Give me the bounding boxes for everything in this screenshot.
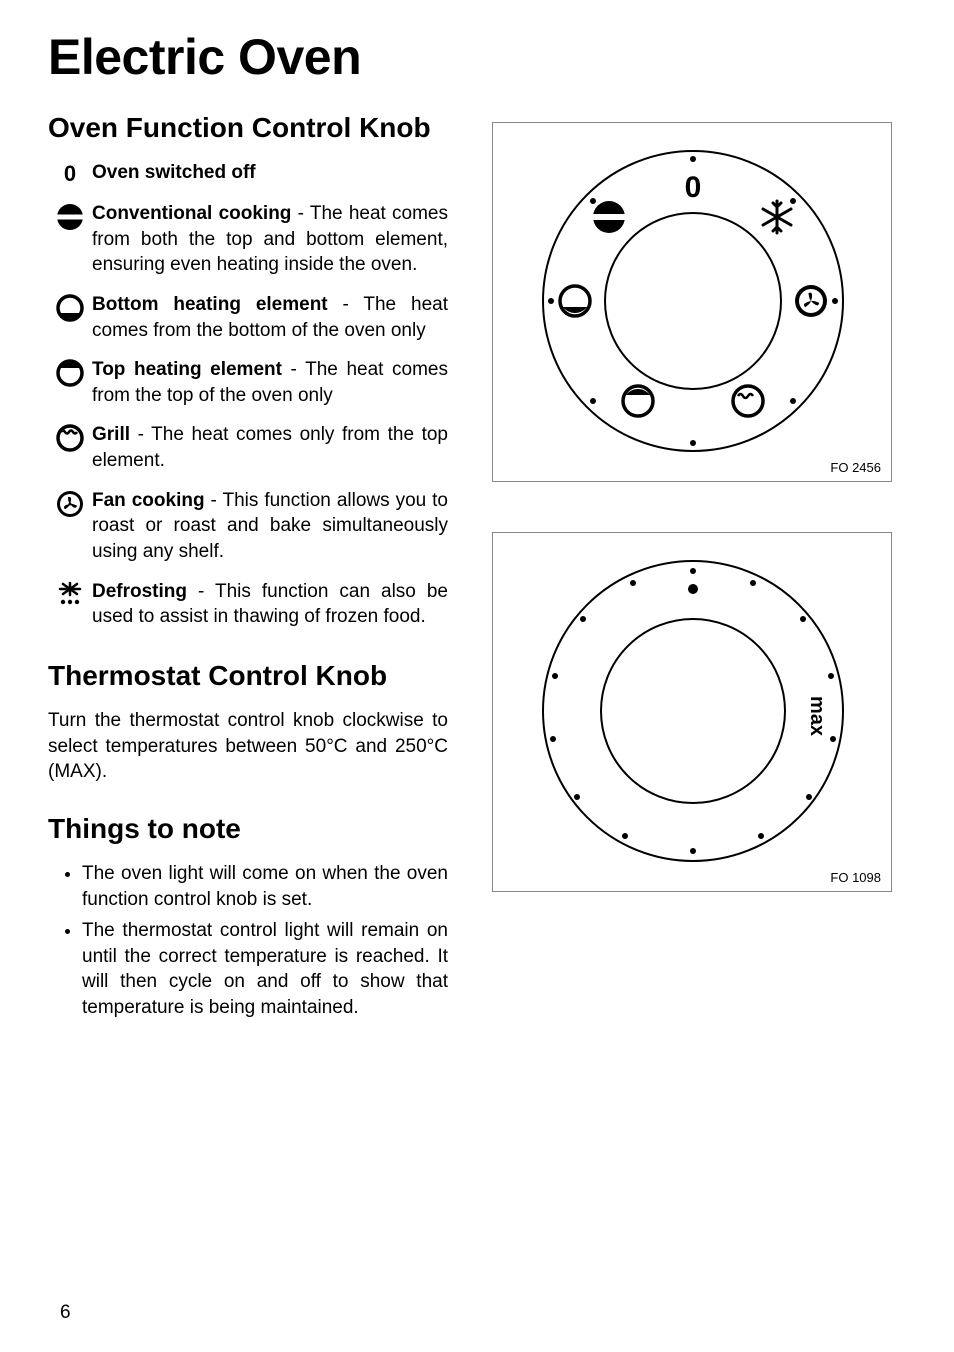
bottom-heating-icon (48, 292, 92, 323)
function-knob-svg: 0 (499, 129, 887, 469)
content-columns: Oven Function Control Knob 0 Oven switch… (48, 112, 906, 1027)
function-text: Bottom heating element - The heat comes … (92, 292, 448, 343)
page-title: Electric Oven (48, 28, 906, 86)
left-column: Oven Function Control Knob 0 Oven switch… (48, 112, 448, 1027)
thermostat-heading: Thermostat Control Knob (48, 660, 448, 692)
function-item-grill: Grill - The heat comes only from the top… (48, 422, 448, 473)
notes-list: The oven light will come on when the ove… (48, 861, 448, 1021)
knob-zero-label: 0 (685, 171, 702, 204)
thermostat-text: Turn the thermostat control knob clockwi… (48, 708, 448, 785)
oven-function-heading: Oven Function Control Knob (48, 112, 448, 144)
diagram-label: FO 1098 (830, 870, 881, 885)
knob-max-label: max (806, 696, 828, 736)
thermostat-knob-diagram: max FO 1098 (492, 532, 892, 892)
page-number: 6 (60, 1302, 71, 1324)
off-icon: 0 (48, 160, 92, 187)
right-column: 0 (492, 112, 906, 1027)
grill-icon (48, 422, 92, 453)
function-knob-diagram: 0 (492, 122, 892, 482)
function-item-fan: Fan cooking - This function allows you t… (48, 488, 448, 565)
note-item: The thermostat control light will remain… (82, 918, 448, 1021)
fan-cooking-icon (48, 488, 92, 519)
function-text: Grill - The heat comes only from the top… (92, 422, 448, 473)
top-heating-icon (48, 357, 92, 388)
function-item-bottom: Bottom heating element - The heat comes … (48, 292, 448, 343)
function-text: Fan cooking - This function allows you t… (92, 488, 448, 565)
defrosting-icon (48, 579, 92, 610)
diagram-label: FO 2456 (830, 460, 881, 475)
function-list: 0 Oven switched off Conventional cooking… (48, 160, 448, 630)
function-item-top: Top heating element - The heat comes fro… (48, 357, 448, 408)
function-text: Defrosting - This function can also be u… (92, 579, 448, 630)
function-text: Top heating element - The heat comes fro… (92, 357, 448, 408)
function-text: Conventional cooking - The heat comes fr… (92, 201, 448, 278)
notes-heading: Things to note (48, 813, 448, 845)
thermostat-knob-svg: max (499, 539, 887, 879)
note-item: The oven light will come on when the ove… (82, 861, 448, 912)
function-item-conventional: Conventional cooking - The heat comes fr… (48, 201, 448, 278)
function-item-defrost: Defrosting - This function can also be u… (48, 579, 448, 630)
conventional-icon (48, 201, 92, 232)
function-text: Oven switched off (92, 160, 448, 186)
function-item-off: 0 Oven switched off (48, 160, 448, 187)
